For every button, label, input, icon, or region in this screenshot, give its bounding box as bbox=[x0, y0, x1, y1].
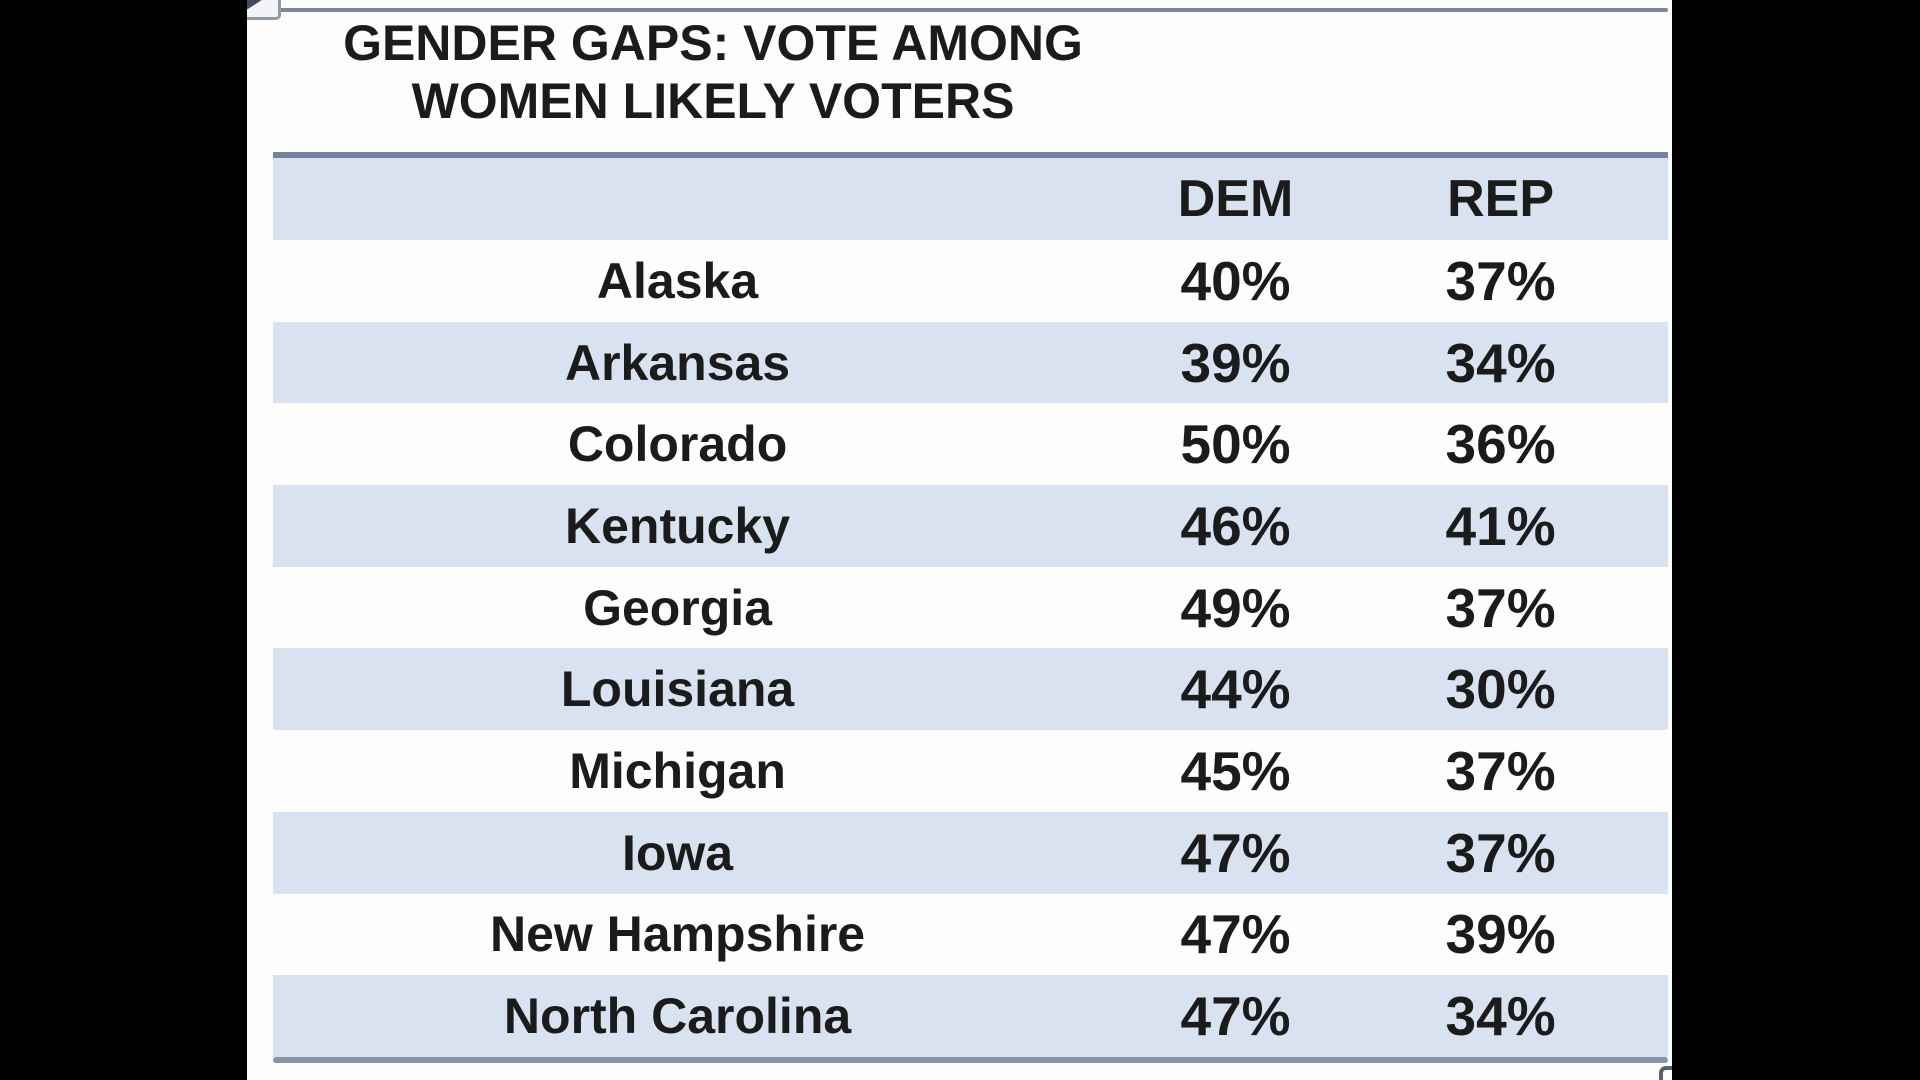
table-row: Kentucky 46% 41% bbox=[273, 485, 1668, 567]
dem-value-cell: 50% bbox=[1180, 413, 1291, 476]
bottom-border-line bbox=[273, 1056, 1668, 1063]
dem-value-cell: 40% bbox=[1180, 249, 1291, 312]
dem-value-cell: 49% bbox=[1180, 576, 1291, 639]
rep-value-cell: 37% bbox=[1445, 821, 1556, 884]
table-title: GENDER GAPS: VOTE AMONG WOMEN LIKELY VOT… bbox=[273, 14, 1153, 130]
state-cell: Arkansas bbox=[564, 334, 791, 391]
dem-value-cell: 46% bbox=[1180, 494, 1291, 557]
state-cell: North Carolina bbox=[503, 988, 852, 1045]
table-row: Arkansas 39% 34% bbox=[273, 321, 1668, 404]
rep-value-cell: 37% bbox=[1445, 576, 1556, 639]
state-cell: Colorado bbox=[567, 416, 788, 473]
table-row: New Hampshire 47% 39% bbox=[273, 894, 1668, 976]
state-cell: Georgia bbox=[583, 579, 773, 636]
state-cell: Louisiana bbox=[560, 661, 795, 718]
state-cell: New Hampshire bbox=[489, 906, 866, 963]
state-cell: Alaska bbox=[596, 252, 759, 309]
table-row: North Carolina 47% 34% bbox=[273, 975, 1668, 1057]
rep-value-cell: 30% bbox=[1445, 658, 1556, 721]
column-header-dem: DEM bbox=[1177, 170, 1294, 228]
column-header-state bbox=[273, 158, 1082, 240]
state-cell: Michigan bbox=[569, 742, 786, 799]
dem-value-cell: 47% bbox=[1180, 985, 1291, 1048]
rep-value-cell: 34% bbox=[1445, 985, 1556, 1048]
table-row: Alaska 40% 37% bbox=[273, 240, 1668, 322]
top-left-corner-handle-icon[interactable] bbox=[247, 0, 281, 20]
table-body: Alaska 40% 37% Arkansas 39% 34% Colorado… bbox=[273, 240, 1668, 1057]
table-row: Iowa 47% 37% bbox=[273, 811, 1668, 894]
table-row: Louisiana 44% 30% bbox=[273, 648, 1668, 731]
dem-value-cell: 47% bbox=[1180, 903, 1291, 966]
rep-value-cell: 37% bbox=[1445, 249, 1556, 312]
state-cell: Iowa bbox=[621, 824, 734, 881]
table-title-line1: GENDER GAPS: VOTE AMONG bbox=[343, 15, 1083, 71]
column-header-rep: REP bbox=[1447, 170, 1555, 228]
rep-value-cell: 39% bbox=[1445, 903, 1556, 966]
table-header-row: DEM REP bbox=[273, 152, 1668, 240]
table-row: Colorado 50% 36% bbox=[273, 403, 1668, 485]
handle-diagonal-mark bbox=[247, 0, 270, 10]
table-screenshot-canvas: GENDER GAPS: VOTE AMONG WOMEN LIKELY VOT… bbox=[247, 0, 1672, 1080]
state-cell: Kentucky bbox=[565, 497, 791, 554]
rep-value-cell: 36% bbox=[1445, 413, 1556, 476]
rep-value-cell: 37% bbox=[1445, 739, 1556, 802]
dem-value-cell: 44% bbox=[1180, 658, 1291, 721]
top-border-line bbox=[278, 8, 1668, 12]
data-table: DEM REP Alaska 40% 37% Arkansas 39% 34% … bbox=[273, 152, 1668, 1063]
rep-value-cell: 41% bbox=[1445, 494, 1556, 557]
rep-value-cell: 34% bbox=[1445, 331, 1556, 394]
bottom-right-corner-handle-icon[interactable] bbox=[1659, 1066, 1672, 1080]
dem-value-cell: 47% bbox=[1180, 821, 1291, 884]
dem-value-cell: 45% bbox=[1180, 739, 1291, 802]
table-row: Michigan 45% 37% bbox=[273, 730, 1668, 812]
table-row: Georgia 49% 37% bbox=[273, 567, 1668, 649]
dem-value-cell: 39% bbox=[1180, 331, 1291, 394]
table-title-line2: WOMEN LIKELY VOTERS bbox=[411, 73, 1015, 129]
